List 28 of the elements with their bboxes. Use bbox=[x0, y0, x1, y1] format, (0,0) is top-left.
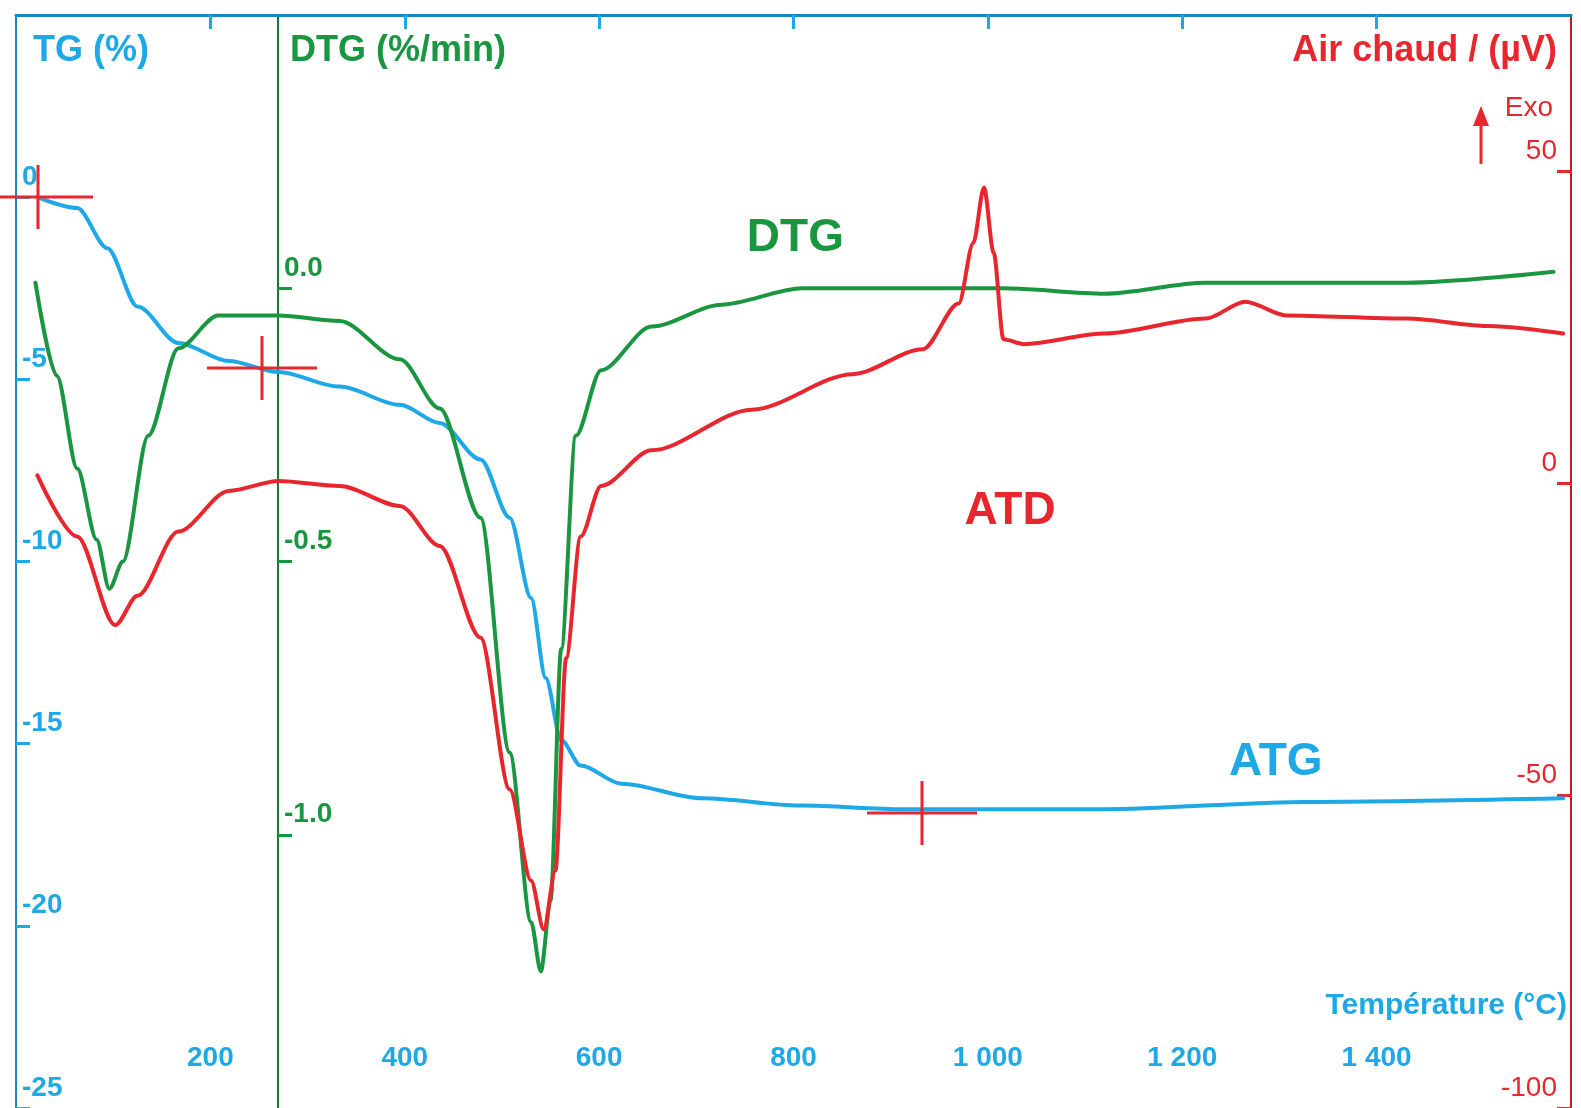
x-tick-label: 200 bbox=[187, 1040, 234, 1072]
y2-axis-title: DTG (%/min) bbox=[290, 27, 506, 69]
x-tick-label: 600 bbox=[575, 1040, 623, 1072]
text: ATD bbox=[964, 481, 1056, 534]
series-label: DTG bbox=[746, 208, 844, 261]
y3-tick-label: 50 bbox=[1525, 133, 1557, 165]
x-tick-label: 1 000 bbox=[952, 1040, 1023, 1072]
y3-axis-title: Air chaud / (µV) bbox=[1292, 27, 1557, 69]
y3-tick-label: 0 bbox=[1541, 445, 1557, 477]
y2-tick-label: -1.0 bbox=[284, 797, 333, 829]
y-tick-label: -10 bbox=[22, 524, 63, 555]
x-tick-label: 400 bbox=[381, 1040, 429, 1072]
y-tick-label: -20 bbox=[22, 888, 63, 920]
y3-tick-label: -100 bbox=[1500, 1070, 1557, 1102]
x-axis-title: Température (°C) bbox=[1325, 986, 1567, 1020]
y-tick-label: -15 bbox=[22, 706, 63, 738]
y-tick-label: 0 bbox=[22, 159, 38, 191]
x-tick-label: 800 bbox=[770, 1040, 817, 1072]
y-tick-label: -25 bbox=[22, 1070, 63, 1102]
y-axis-title: TG (%) bbox=[33, 27, 149, 69]
series-label: ATG bbox=[1228, 733, 1323, 786]
y3-tick-label: -50 bbox=[1516, 758, 1557, 790]
x-tick-label: 1 400 bbox=[1341, 1040, 1412, 1072]
y-tick-label: -5 bbox=[22, 341, 47, 373]
y2-tick-label: 0.0 bbox=[284, 250, 323, 282]
annotation: Exo bbox=[1504, 90, 1553, 122]
x-tick-label: 1 200 bbox=[1147, 1040, 1218, 1072]
y2-tick-label: -0.5 bbox=[284, 524, 333, 555]
